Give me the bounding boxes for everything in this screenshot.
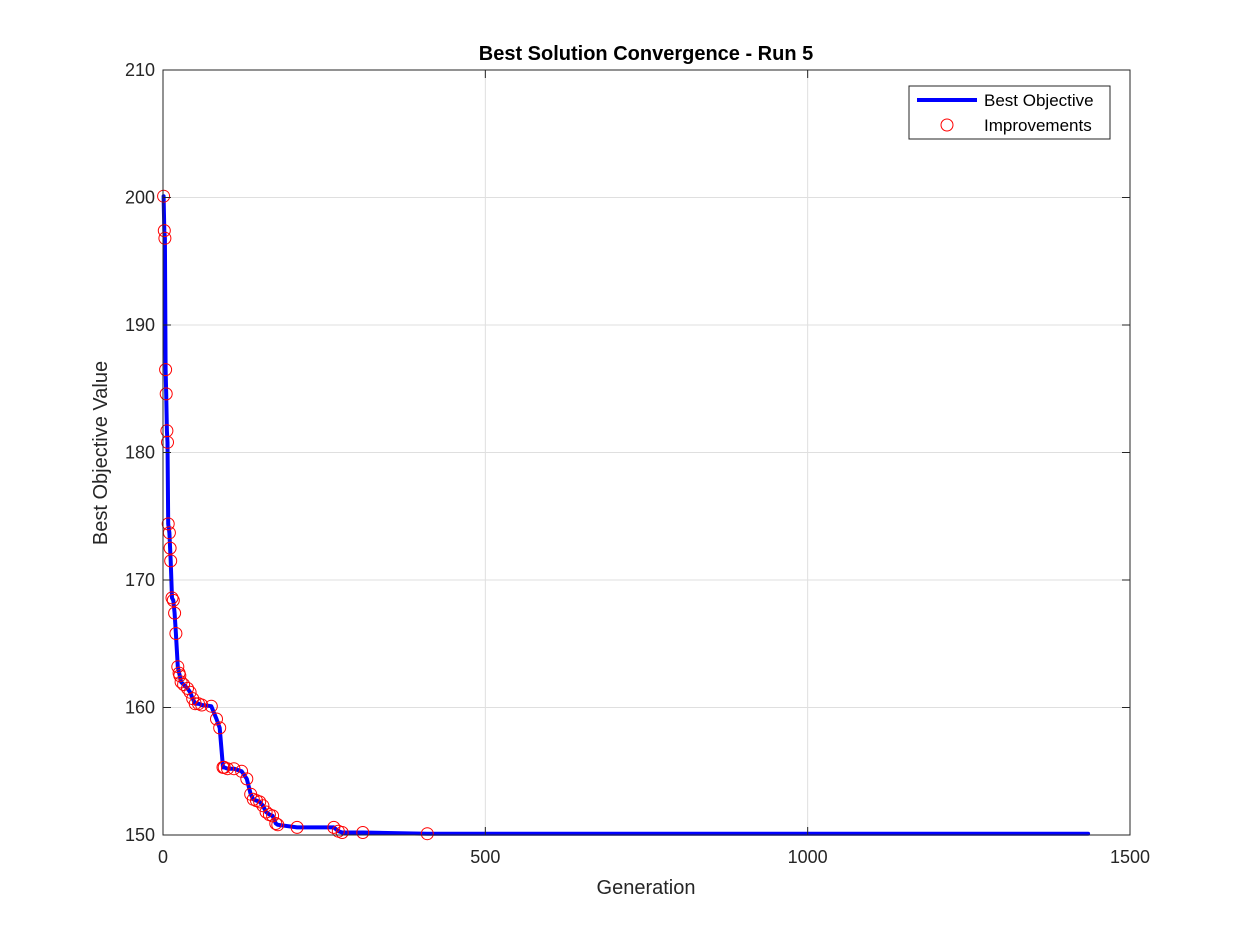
improvement-marker: [240, 772, 254, 786]
improvement-marker: [235, 764, 249, 778]
improvement-marker: [181, 681, 194, 695]
series-line-best-objective: [161, 194, 1091, 836]
legend: Best Objective Improvements: [908, 85, 1111, 140]
improvement-marker: [253, 795, 267, 809]
improvement-marker: [177, 678, 191, 691]
improvement-marker: [213, 721, 227, 735]
improvement-marker: [204, 699, 218, 713]
improvement-marker: [227, 762, 241, 776]
legend-box: [908, 85, 1111, 140]
improvement-marker: [157, 189, 171, 203]
improvement-marker: [163, 541, 177, 555]
improvement-marker: [168, 606, 182, 620]
y-tick-label: 160: [125, 698, 155, 718]
improvement-marker: [269, 817, 283, 830]
x-axis-label: Generation: [597, 877, 696, 899]
x-tick-label: 0: [158, 847, 168, 867]
x-tick-label: 1000: [788, 847, 828, 867]
improvement-marker: [221, 762, 234, 776]
x-tick-label: 500: [470, 847, 500, 867]
x-tick-label: 1500: [1110, 847, 1150, 867]
improvement-marker: [159, 387, 173, 401]
improvement-marker: [420, 827, 434, 841]
legend-label-best-objective: Best Objective: [984, 91, 1094, 110]
improvement-marker: [195, 698, 209, 712]
improvement-marker: [290, 820, 304, 834]
improvement-marker: [259, 805, 273, 819]
improvement-marker: [164, 554, 178, 568]
y-tick-label: 210: [125, 60, 155, 80]
improvement-marker: [171, 660, 185, 674]
chart-title: Best Solution Convergence - Run 5: [479, 43, 813, 65]
improvement-marker: [165, 591, 179, 605]
legend-label-improvements: Improvements: [984, 116, 1092, 135]
improvement-marker: [356, 826, 370, 839]
improvement-marker: [161, 517, 175, 531]
y-tick-label: 200: [125, 188, 155, 208]
improvement-marker: [335, 826, 349, 839]
series-layer: [157, 189, 1091, 841]
improvement-marker: [158, 231, 172, 245]
axes-layer: 0 500 1000 1500 150 160 170 180 190 200 210: [125, 60, 1150, 867]
improvement-marker: [210, 712, 223, 726]
grid-layer: [163, 70, 1130, 835]
improvement-marker: [188, 697, 202, 711]
y-tick-label: 190: [125, 315, 155, 335]
improvement-marker: [157, 224, 171, 238]
y-tick-label: 150: [125, 825, 155, 845]
improvement-marker: [183, 685, 197, 699]
improvement-marker: [161, 435, 174, 449]
improvement-marker: [271, 818, 285, 832]
improvement-marker: [166, 593, 180, 607]
legend-marker-sample: [940, 118, 954, 132]
improvement-marker: [159, 363, 173, 377]
y-tick-label: 180: [125, 443, 155, 463]
labels-layer: Best Solution Convergence - Run 5 Genera…: [90, 43, 813, 899]
improvement-marker: [256, 799, 270, 813]
improvement-marker: [173, 669, 187, 683]
improvement-marker: [169, 627, 183, 640]
y-axis-label: Best Objective Value: [90, 361, 112, 545]
y-tick-label: 170: [125, 570, 155, 590]
